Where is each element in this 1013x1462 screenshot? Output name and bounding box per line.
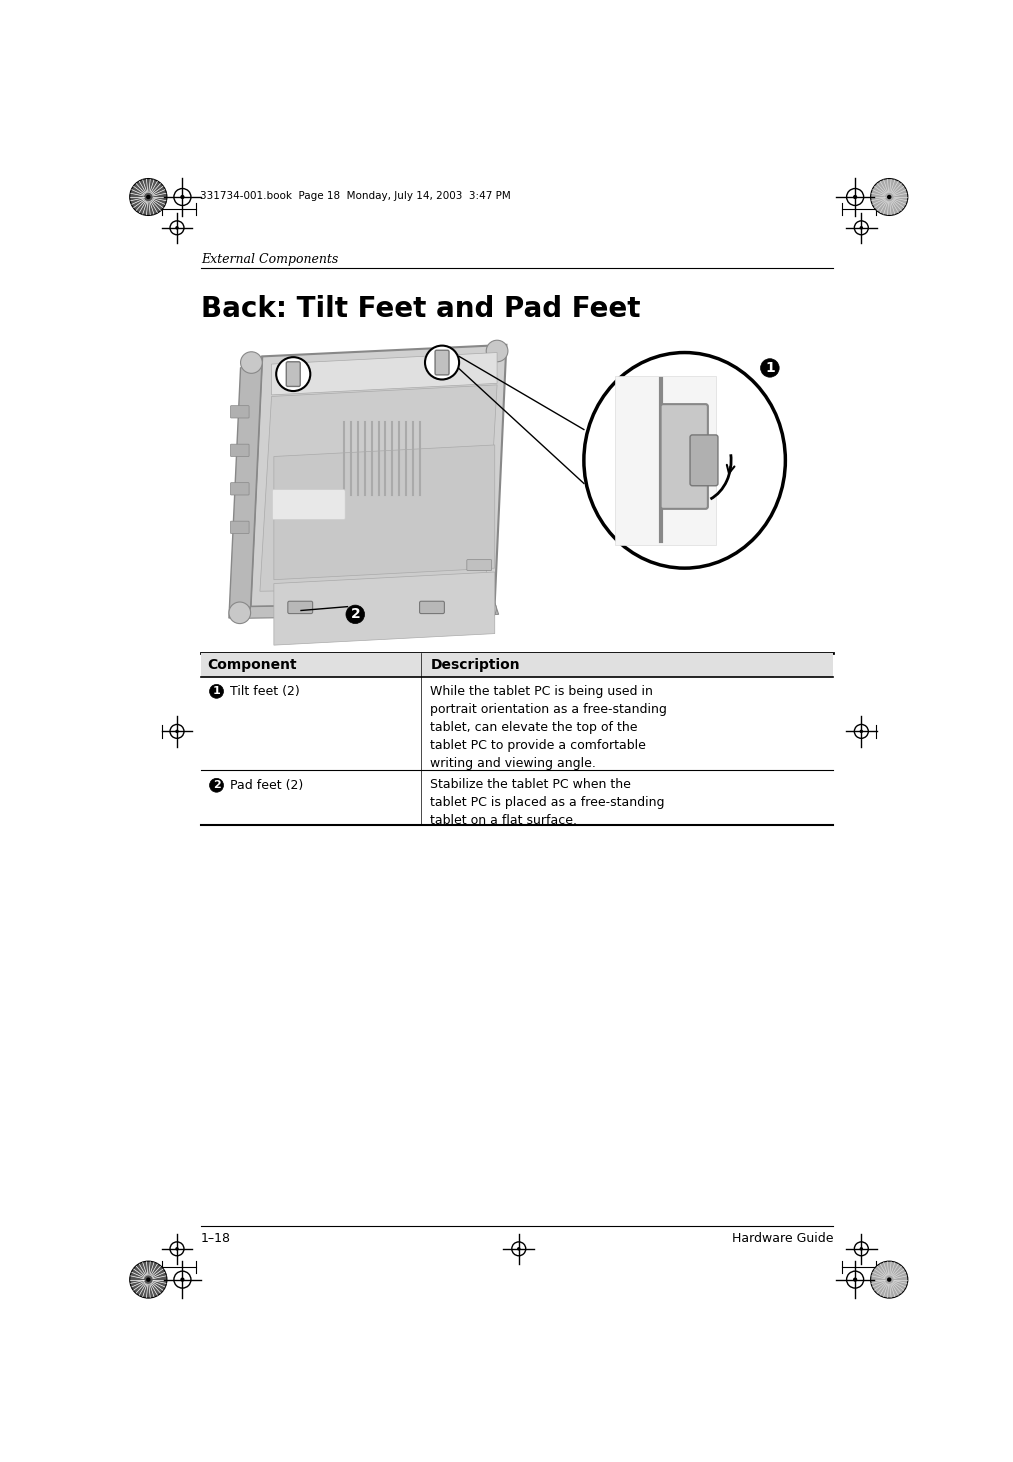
Text: Back: Tilt Feet and Pad Feet: Back: Tilt Feet and Pad Feet bbox=[201, 295, 640, 323]
Text: Tilt feet (2): Tilt feet (2) bbox=[231, 684, 300, 697]
Circle shape bbox=[853, 194, 857, 199]
Text: Description: Description bbox=[431, 658, 520, 673]
Circle shape bbox=[887, 194, 891, 199]
Circle shape bbox=[854, 1241, 868, 1256]
Circle shape bbox=[174, 1270, 190, 1288]
FancyBboxPatch shape bbox=[467, 560, 491, 570]
Circle shape bbox=[887, 1278, 891, 1282]
Text: Component: Component bbox=[208, 658, 297, 673]
Text: 2: 2 bbox=[350, 607, 361, 621]
FancyBboxPatch shape bbox=[231, 444, 249, 456]
Circle shape bbox=[860, 1247, 863, 1250]
Circle shape bbox=[170, 725, 184, 738]
Text: 1: 1 bbox=[213, 686, 221, 696]
Polygon shape bbox=[249, 602, 498, 618]
Circle shape bbox=[175, 1247, 178, 1250]
Circle shape bbox=[853, 1278, 857, 1282]
Polygon shape bbox=[229, 357, 262, 618]
Circle shape bbox=[229, 602, 250, 624]
Circle shape bbox=[512, 1241, 526, 1256]
FancyBboxPatch shape bbox=[287, 361, 300, 386]
Circle shape bbox=[847, 1270, 864, 1288]
FancyBboxPatch shape bbox=[615, 376, 715, 545]
Circle shape bbox=[170, 221, 184, 235]
Circle shape bbox=[346, 605, 365, 624]
Text: 1–18: 1–18 bbox=[201, 1231, 231, 1244]
Circle shape bbox=[854, 725, 868, 738]
Polygon shape bbox=[271, 352, 497, 395]
Polygon shape bbox=[260, 385, 497, 591]
Circle shape bbox=[180, 1278, 184, 1282]
Circle shape bbox=[210, 778, 224, 792]
Polygon shape bbox=[250, 345, 506, 607]
Circle shape bbox=[174, 189, 190, 206]
FancyBboxPatch shape bbox=[419, 601, 445, 614]
Circle shape bbox=[854, 221, 868, 235]
Circle shape bbox=[175, 227, 178, 230]
FancyBboxPatch shape bbox=[272, 490, 345, 519]
FancyBboxPatch shape bbox=[288, 601, 313, 614]
Circle shape bbox=[486, 341, 508, 361]
Ellipse shape bbox=[583, 352, 785, 569]
Circle shape bbox=[180, 194, 184, 199]
Circle shape bbox=[860, 227, 863, 230]
FancyBboxPatch shape bbox=[231, 520, 249, 534]
Text: Stabilize the tablet PC when the
tablet PC is placed as a free-standing
tablet o: Stabilize the tablet PC when the tablet … bbox=[431, 778, 665, 826]
Circle shape bbox=[847, 189, 864, 206]
Text: 2: 2 bbox=[213, 781, 221, 791]
Circle shape bbox=[277, 357, 310, 390]
Text: Pad feet (2): Pad feet (2) bbox=[231, 779, 304, 792]
FancyBboxPatch shape bbox=[690, 434, 718, 485]
Text: 1: 1 bbox=[765, 361, 775, 374]
Circle shape bbox=[146, 1278, 151, 1282]
Circle shape bbox=[240, 352, 262, 373]
Polygon shape bbox=[274, 444, 494, 580]
Circle shape bbox=[130, 1262, 167, 1298]
Circle shape bbox=[130, 178, 167, 215]
FancyBboxPatch shape bbox=[201, 654, 834, 677]
Circle shape bbox=[146, 194, 151, 199]
FancyBboxPatch shape bbox=[231, 405, 249, 418]
Circle shape bbox=[517, 1247, 521, 1250]
Circle shape bbox=[870, 1262, 908, 1298]
Text: 331734-001.book  Page 18  Monday, July 14, 2003  3:47 PM: 331734-001.book Page 18 Monday, July 14,… bbox=[201, 192, 511, 202]
Text: Hardware Guide: Hardware Guide bbox=[732, 1231, 834, 1244]
FancyBboxPatch shape bbox=[660, 404, 708, 509]
Circle shape bbox=[761, 358, 779, 377]
Circle shape bbox=[175, 730, 178, 732]
Circle shape bbox=[210, 684, 224, 699]
Circle shape bbox=[170, 1241, 184, 1256]
Circle shape bbox=[860, 730, 863, 732]
Circle shape bbox=[870, 178, 908, 215]
FancyBboxPatch shape bbox=[435, 351, 449, 374]
Text: While the tablet PC is being used in
portrait orientation as a free-standing
tab: While the tablet PC is being used in por… bbox=[431, 686, 668, 770]
Circle shape bbox=[475, 598, 496, 620]
Text: External Components: External Components bbox=[201, 253, 338, 266]
Circle shape bbox=[425, 345, 459, 380]
Polygon shape bbox=[274, 572, 494, 645]
FancyBboxPatch shape bbox=[231, 482, 249, 496]
